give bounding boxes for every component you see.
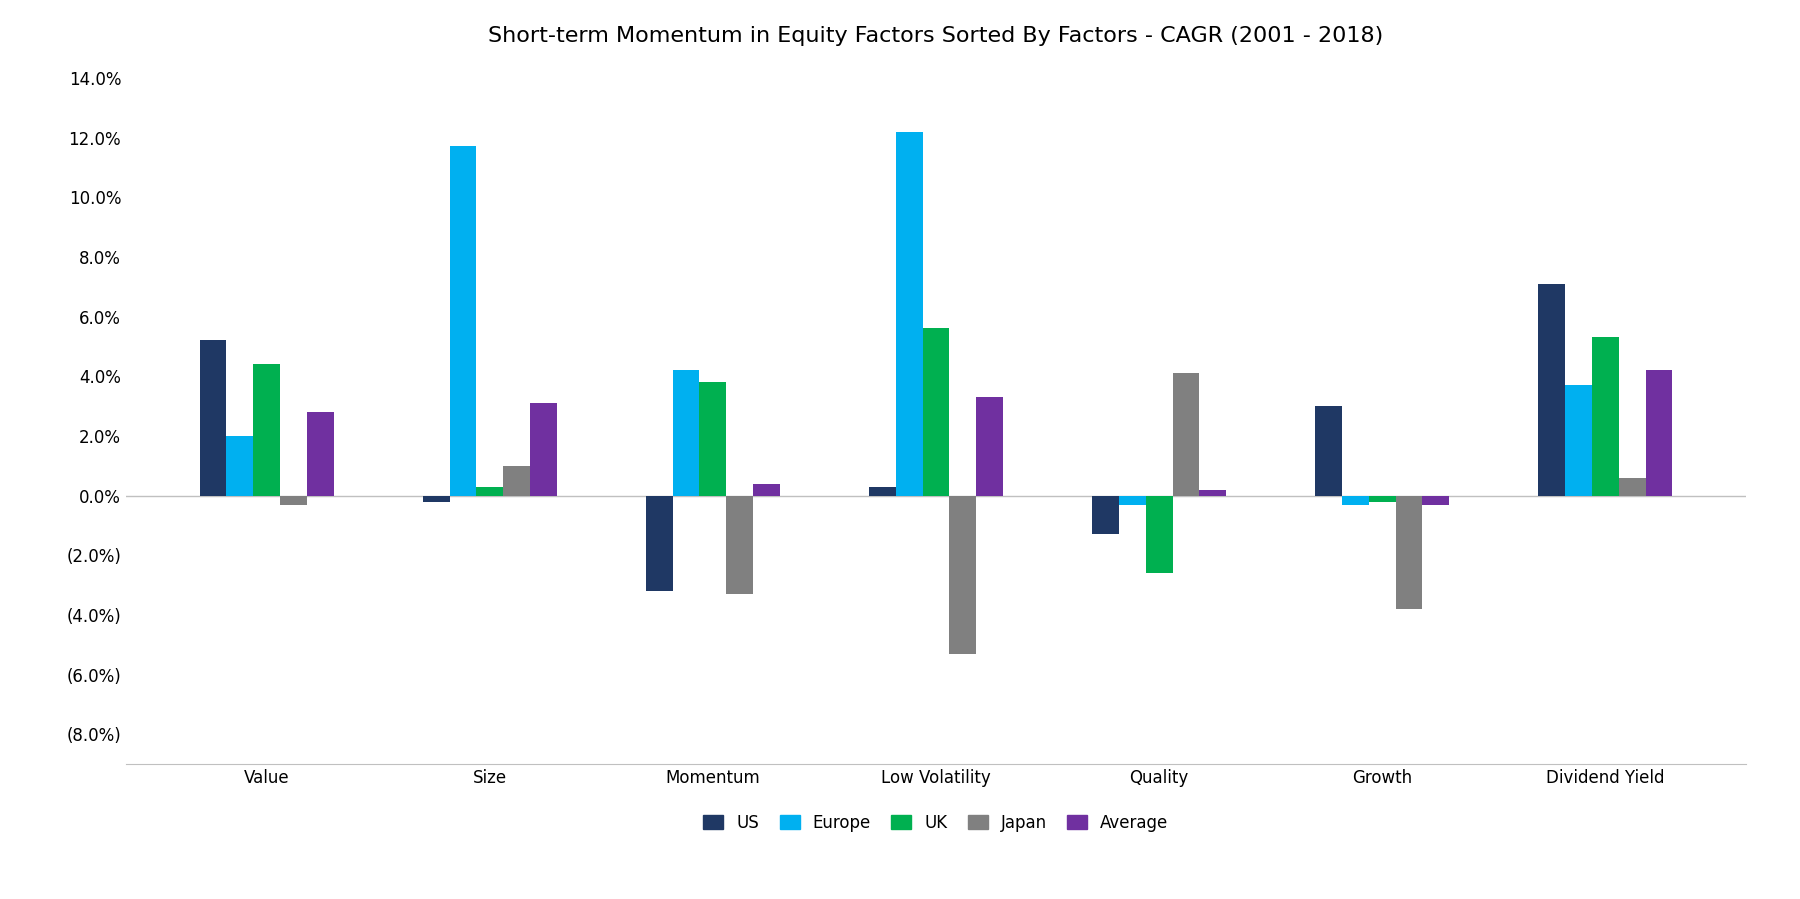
Bar — [1147, 495, 1172, 574]
Bar — [227, 436, 254, 495]
Bar — [450, 147, 477, 495]
Bar — [529, 403, 556, 495]
Bar — [725, 495, 752, 594]
Bar — [423, 495, 450, 502]
Bar — [976, 397, 1003, 495]
Bar — [200, 341, 227, 495]
Bar — [1199, 490, 1226, 495]
Bar — [646, 495, 673, 591]
Bar — [700, 382, 725, 495]
Bar — [281, 495, 306, 504]
Bar — [1316, 406, 1343, 495]
Bar — [949, 495, 976, 654]
Bar — [896, 131, 923, 495]
Bar — [1566, 385, 1591, 495]
Title: Short-term Momentum in Equity Factors Sorted By Factors - CAGR (2001 - 2018): Short-term Momentum in Equity Factors So… — [488, 26, 1384, 46]
Bar — [254, 364, 281, 495]
Bar — [1172, 373, 1199, 495]
Bar — [1343, 495, 1368, 504]
Bar — [1591, 337, 1618, 495]
Bar — [1120, 495, 1147, 504]
Legend: US, Europe, UK, Japan, Average: US, Europe, UK, Japan, Average — [695, 806, 1177, 840]
Bar — [504, 466, 529, 495]
Bar — [869, 486, 896, 495]
Bar — [923, 328, 949, 495]
Bar — [306, 412, 333, 495]
Bar — [1618, 477, 1645, 495]
Bar — [1422, 495, 1449, 504]
Bar — [752, 484, 779, 495]
Bar — [1395, 495, 1422, 609]
Bar — [1539, 284, 1566, 495]
Bar — [1093, 495, 1120, 534]
Bar — [1368, 495, 1395, 502]
Bar — [673, 370, 700, 495]
Bar — [477, 486, 504, 495]
Bar — [1645, 370, 1672, 495]
